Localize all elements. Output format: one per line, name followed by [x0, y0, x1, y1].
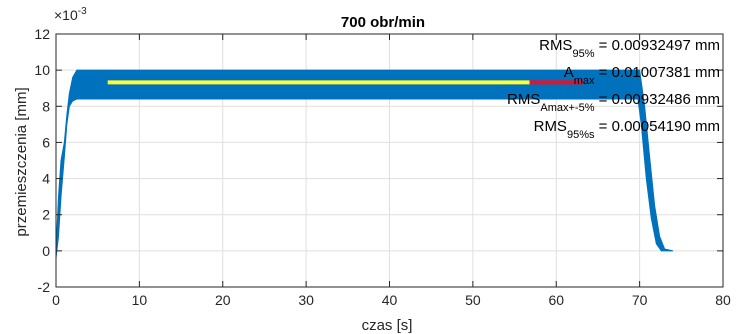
- annotation-3: RMSAmax+-5% = 0.00932486 mm: [507, 91, 720, 114]
- y-tick-label: 4: [42, 171, 50, 187]
- annotation-4: RMS95%s = 0.00054190 mm: [534, 118, 720, 141]
- x-tick-label: 80: [715, 292, 731, 308]
- annotation-2: Amax = 0.01007381 mm: [564, 64, 720, 87]
- signal-series: [55, 69, 674, 259]
- x-tick-label: 50: [465, 292, 481, 308]
- y-tick-label: 10: [34, 62, 50, 78]
- y-tick-label: -2: [38, 279, 51, 295]
- y-tick-label: 12: [34, 26, 50, 42]
- y-tick-label: 0: [42, 243, 50, 259]
- series-group: [55, 69, 674, 259]
- y-axis-label: przemieszczenia [mm]: [13, 87, 30, 236]
- x-tick-label: 60: [548, 292, 564, 308]
- x-tick-label: 0: [52, 292, 60, 308]
- y-tick-label: 6: [42, 134, 50, 150]
- annotations: RMS95% = 0.00932497 mm Amax = 0.01007381 …: [507, 37, 720, 141]
- annotation-1: RMS95% = 0.00932497 mm: [539, 37, 720, 60]
- x-tick-label: 20: [215, 292, 231, 308]
- y-tick-label: 2: [42, 207, 50, 223]
- y-tick-label: 8: [42, 98, 50, 114]
- x-tick-label: 30: [298, 292, 314, 308]
- x-axis-label: czas [s]: [362, 317, 413, 334]
- x-tick-label: 10: [132, 292, 148, 308]
- x-tick-label: 40: [382, 292, 398, 308]
- chart-title: 700 obr/min: [341, 14, 425, 31]
- y-exponent-label: ×10-3: [54, 6, 87, 23]
- x-tick-label: 70: [632, 292, 648, 308]
